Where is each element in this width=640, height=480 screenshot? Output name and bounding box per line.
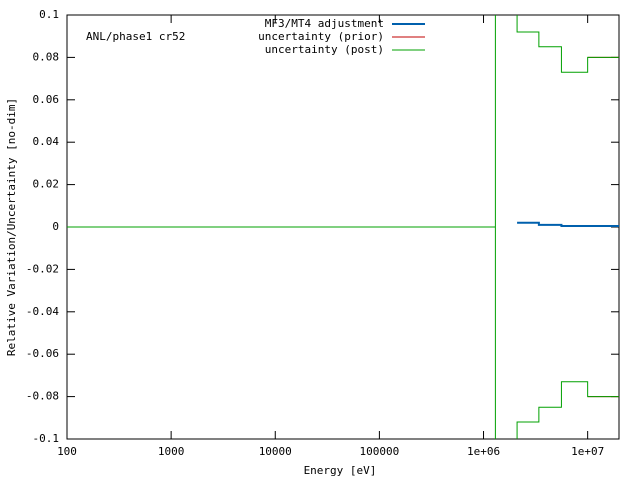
y-axis-label: Relative Variation/Uncertainty [no-dim]	[5, 98, 18, 356]
y-tick-label: 0.02	[33, 178, 60, 191]
y-tick-label: 0.06	[33, 93, 60, 106]
y-tick-label: 0	[52, 220, 59, 233]
y-tick-label: -0.08	[26, 390, 59, 403]
legend-label: MF3/MT4 adjustment	[265, 17, 384, 30]
y-tick-label: 0.1	[39, 8, 59, 21]
y-tick-label: -0.04	[26, 305, 59, 318]
x-axis-label: Energy [eV]	[304, 464, 377, 477]
series-line	[67, 15, 619, 439]
legend-label: uncertainty (prior)	[258, 30, 384, 43]
x-tick-label: 10000	[259, 445, 292, 458]
x-tick-label: 1e+07	[571, 445, 604, 458]
y-tick-label: 0.08	[33, 50, 60, 63]
x-tick-label: 100000	[360, 445, 400, 458]
series-line	[517, 221, 619, 227]
annotation: ANL/phase1 cr52	[86, 30, 185, 43]
x-tick-label: 1000	[158, 445, 185, 458]
y-tick-label: -0.1	[33, 432, 60, 445]
plot-area	[67, 15, 619, 439]
y-tick-label: -0.02	[26, 262, 59, 275]
y-tick-label: 0.04	[33, 135, 60, 148]
legend-label: uncertainty (post)	[265, 43, 384, 56]
x-tick-label: 100	[57, 445, 77, 458]
x-tick-label: 1e+06	[467, 445, 500, 458]
y-tick-label: -0.06	[26, 347, 59, 360]
